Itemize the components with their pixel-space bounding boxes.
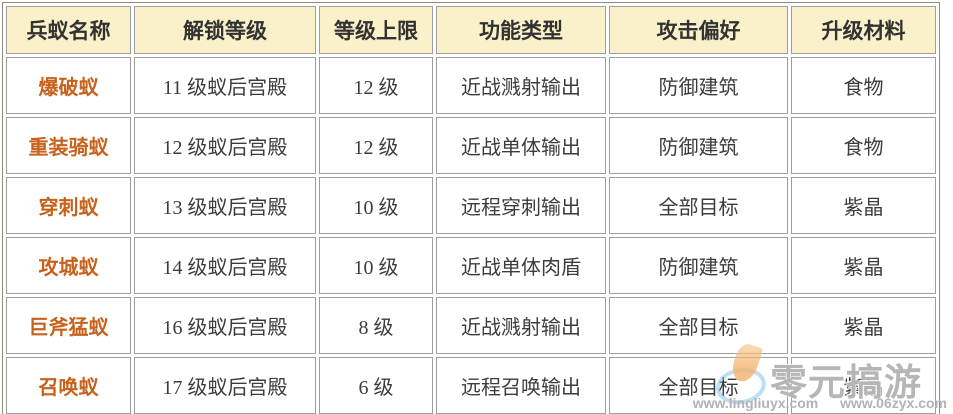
name-cell: 穿刺蚁 xyxy=(6,177,131,234)
material-cell: 紫晶 xyxy=(791,297,936,354)
role-cell: 近战溅射输出 xyxy=(436,57,606,114)
preference-cell: 全部目标 xyxy=(609,297,788,354)
role-cell: 近战单体输出 xyxy=(436,117,606,174)
header-unlock: 解锁等级 xyxy=(134,6,316,54)
table-row: 攻城蚁 14 级蚁后宫殿 10 级近战单体肉盾 防御建筑 紫晶 xyxy=(6,237,936,294)
material-cell: 食物 xyxy=(791,117,936,174)
cap-cell: 10 级 xyxy=(319,177,433,234)
header-preference: 攻击偏好 xyxy=(609,6,788,54)
material-cell: 紫晶 xyxy=(791,237,936,294)
role-cell: 远程召唤输出 xyxy=(436,357,606,414)
header-role: 功能类型 xyxy=(436,6,606,54)
unlock-cell: 11 级蚁后宫殿 xyxy=(134,57,316,114)
header-unit-name: 兵蚁名称 xyxy=(6,6,131,54)
cap-cell: 6 级 xyxy=(319,357,433,414)
preference-cell: 全部目标 xyxy=(609,357,788,414)
preference-cell: 防御建筑 xyxy=(609,237,788,294)
role-cell: 远程穿刺输出 xyxy=(436,177,606,234)
cap-cell: 8 级 xyxy=(319,297,433,354)
table-row: 穿刺蚁 13 级蚁后宫殿 10 级远程穿刺输出 全部目标 紫晶 xyxy=(6,177,936,234)
name-cell: 召唤蚁 xyxy=(6,357,131,414)
header-material: 升级材料 xyxy=(791,6,936,54)
table-row: 巨斧猛蚁 16 级蚁后宫殿 8 级近战溅射输出 全部目标 紫晶 xyxy=(6,297,936,354)
name-cell: 爆破蚁 xyxy=(6,57,131,114)
preference-cell: 全部目标 xyxy=(609,177,788,234)
material-cell: 紫晶 xyxy=(791,177,936,234)
unlock-cell: 17 级蚁后宫殿 xyxy=(134,357,316,414)
role-cell: 近战溅射输出 xyxy=(436,297,606,354)
preference-cell: 防御建筑 xyxy=(609,57,788,114)
unlock-cell: 12 级蚁后宫殿 xyxy=(134,117,316,174)
unlock-cell: 16 级蚁后宫殿 xyxy=(134,297,316,354)
name-cell: 攻城蚁 xyxy=(6,237,131,294)
cap-cell: 10 级 xyxy=(319,237,433,294)
preference-cell: 防御建筑 xyxy=(609,117,788,174)
table-row: 重装骑蚁 12 级蚁后宫殿 12 级近战单体输出 防御建筑 食物 xyxy=(6,117,936,174)
table-body: 爆破蚁 11 级蚁后宫殿 12 级近战溅射输出 防御建筑 食物 重装骑蚁 12 级蚁后宫殿 1… xyxy=(6,57,936,414)
unlock-cell: 13 级蚁后宫殿 xyxy=(134,177,316,234)
table-row: 爆破蚁 11 级蚁后宫殿 12 级近战溅射输出 防御建筑 食物 xyxy=(6,57,936,114)
cap-cell: 12 级 xyxy=(319,117,433,174)
header-level-cap: 等级上限 xyxy=(319,6,433,54)
name-cell: 巨斧猛蚁 xyxy=(6,297,131,354)
role-cell: 近战单体肉盾 xyxy=(436,237,606,294)
material-cell: 食物 xyxy=(791,57,936,114)
unlock-cell: 14 级蚁后宫殿 xyxy=(134,237,316,294)
material-cell: 紫晶 xyxy=(791,357,936,414)
name-cell: 重装骑蚁 xyxy=(6,117,131,174)
cap-cell: 12 级 xyxy=(319,57,433,114)
units-table: 兵蚁名称 解锁等级 等级上限 功能类型 攻击偏好 升级材料 爆破蚁 11 级蚁后宫… xyxy=(2,2,940,414)
table-row: 召唤蚁 17 级蚁后宫殿 6 级远程召唤输出 全部目标 紫晶 xyxy=(6,357,936,414)
table-header-row: 兵蚁名称 解锁等级 等级上限 功能类型 攻击偏好 升级材料 xyxy=(6,6,936,54)
